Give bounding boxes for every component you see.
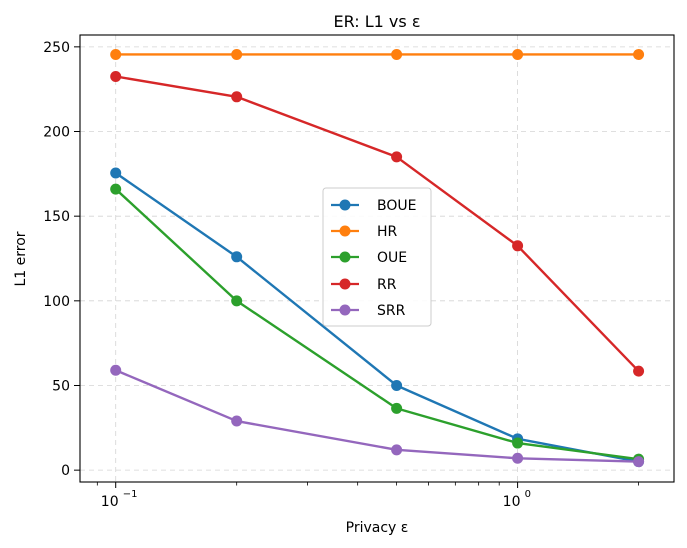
legend-item-oue: OUE bbox=[331, 250, 407, 266]
x-tick-label-exponent: 0 bbox=[525, 489, 531, 500]
legend-marker-rr bbox=[339, 278, 351, 290]
legend-label-srr: SRR bbox=[377, 303, 406, 319]
series-layer bbox=[110, 48, 645, 468]
data-point-hr bbox=[512, 48, 524, 60]
y-tick-label: 100 bbox=[43, 294, 70, 310]
data-point-srr bbox=[391, 444, 403, 456]
y-tick-label: 250 bbox=[43, 40, 70, 56]
data-point-rr bbox=[633, 365, 645, 377]
data-point-srr bbox=[633, 456, 645, 468]
x-tick-label-exponent: −1 bbox=[123, 489, 138, 500]
data-point-oue bbox=[231, 295, 243, 307]
data-point-srr bbox=[512, 452, 524, 464]
plot-frame bbox=[79, 34, 675, 483]
data-point-rr bbox=[512, 240, 524, 252]
y-tick-label: 50 bbox=[52, 378, 70, 394]
legend-label-oue: OUE bbox=[377, 250, 407, 266]
data-point-boue bbox=[391, 379, 403, 391]
legend-marker-oue bbox=[339, 251, 351, 263]
data-point-hr bbox=[633, 48, 645, 60]
legend-box bbox=[322, 187, 432, 327]
y-tick-label: 200 bbox=[43, 125, 70, 141]
legend-item-rr: RR bbox=[331, 277, 397, 293]
data-point-hr bbox=[110, 48, 122, 60]
data-point-rr bbox=[391, 151, 403, 163]
data-point-boue bbox=[231, 251, 243, 263]
data-point-rr bbox=[110, 70, 122, 82]
legend-marker-hr bbox=[339, 225, 351, 237]
data-point-rr bbox=[231, 91, 243, 103]
y-tick-label: 0 bbox=[61, 463, 70, 479]
x-tick-label-base: 10 bbox=[101, 494, 119, 510]
y-axis-title: L1 error bbox=[13, 231, 29, 286]
data-point-srr bbox=[231, 415, 243, 427]
data-point-oue bbox=[512, 437, 524, 449]
legend-item-hr: HR bbox=[331, 224, 398, 240]
data-point-hr bbox=[231, 48, 243, 60]
data-point-oue bbox=[391, 402, 403, 414]
legend-marker-boue bbox=[339, 199, 351, 211]
x-axis-title: Privacy ε bbox=[346, 520, 409, 536]
legend-label-boue: BOUE bbox=[377, 198, 416, 214]
legend: BOUE HR OUE RR SRR bbox=[322, 187, 432, 327]
data-point-srr bbox=[110, 364, 122, 376]
data-point-hr bbox=[391, 48, 403, 60]
legend-item-boue: BOUE bbox=[331, 198, 416, 214]
legend-marker-srr bbox=[339, 304, 351, 316]
y-tick-label: 150 bbox=[43, 209, 70, 225]
chart-title: ER: L1 vs ε bbox=[334, 12, 421, 31]
legend-item-srr: SRR bbox=[331, 303, 406, 319]
legend-label-hr: HR bbox=[377, 224, 398, 240]
data-point-oue bbox=[110, 183, 122, 195]
data-point-boue bbox=[110, 167, 122, 179]
legend-label-rr: RR bbox=[377, 277, 397, 293]
x-tick-label-base: 10 bbox=[503, 494, 521, 510]
